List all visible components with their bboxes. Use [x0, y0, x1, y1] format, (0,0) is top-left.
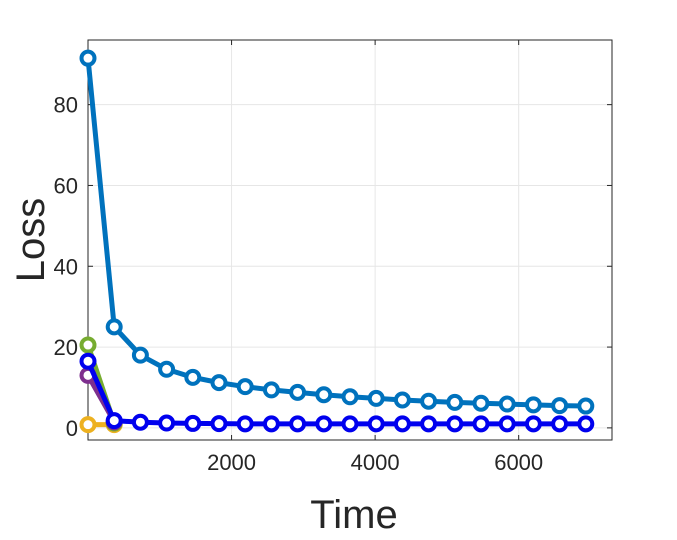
data-point: [551, 397, 569, 415]
x-tick-label: 2000: [207, 450, 256, 475]
data-point: [524, 415, 542, 433]
data-point: [446, 393, 464, 411]
y-tick-label: 40: [54, 254, 78, 279]
series-5: [79, 352, 595, 433]
data-point: [158, 414, 176, 432]
y-tick-label: 80: [54, 93, 78, 118]
data-point: [158, 360, 176, 378]
data-point: [577, 415, 595, 433]
data-point: [367, 415, 385, 433]
data-point: [79, 352, 97, 370]
data-point: [420, 392, 438, 410]
data-point: [315, 415, 333, 433]
data-point: [315, 386, 333, 404]
data-point: [236, 378, 254, 396]
series-layer: [79, 49, 595, 434]
grid-lines: [88, 40, 612, 440]
data-point: [79, 416, 97, 434]
data-point: [210, 415, 228, 433]
data-point: [498, 415, 516, 433]
data-point: [472, 394, 490, 412]
data-point: [551, 415, 569, 433]
axes-box: [87, 39, 613, 441]
data-point: [105, 412, 123, 430]
data-point: [79, 336, 97, 354]
data-point: [289, 383, 307, 401]
data-point: [131, 346, 149, 364]
data-point: [498, 395, 516, 413]
y-axis-label: Loss: [9, 198, 53, 283]
data-point: [472, 415, 490, 433]
data-point: [105, 318, 123, 336]
data-point: [577, 397, 595, 415]
x-tick-label: 4000: [351, 450, 400, 475]
series-1: [79, 49, 595, 415]
data-point: [446, 415, 464, 433]
data-point: [341, 415, 359, 433]
data-point: [393, 415, 411, 433]
data-point: [236, 415, 254, 433]
data-point: [420, 415, 438, 433]
data-point: [262, 415, 280, 433]
x-axis-label: Time: [310, 493, 397, 537]
data-point: [367, 389, 385, 407]
y-tick-label: 20: [54, 335, 78, 360]
data-point: [79, 49, 97, 67]
data-point: [341, 388, 359, 406]
tick-labels: 2000 4000 6000 0 20 40 60 80: [54, 93, 544, 475]
data-point: [210, 374, 228, 392]
y-tick-label: 0: [66, 416, 78, 441]
data-point: [262, 381, 280, 399]
data-point: [131, 413, 149, 431]
data-point: [289, 415, 307, 433]
data-point: [184, 414, 202, 432]
y-tick-label: 60: [54, 173, 78, 198]
x-tick-label: 6000: [494, 450, 543, 475]
axes-frame: [87, 39, 613, 441]
data-point: [524, 396, 542, 414]
data-point: [393, 391, 411, 409]
data-point: [184, 368, 202, 386]
